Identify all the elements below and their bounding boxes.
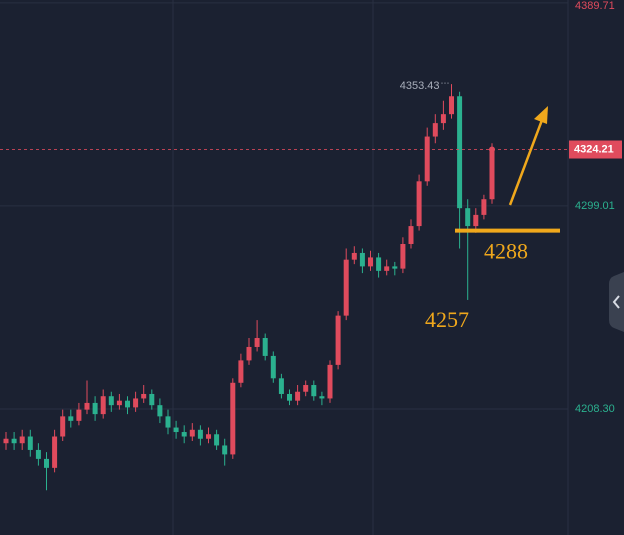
- candle-body: [84, 402, 90, 410]
- current-price-dot: [489, 146, 495, 153]
- y-tick-label: 4389.71: [575, 0, 615, 12]
- candle-body: [457, 96, 463, 209]
- candle-body: [27, 436, 33, 450]
- candle-body: [141, 393, 147, 399]
- candle-body: [230, 382, 236, 455]
- candle-body: [76, 409, 82, 421]
- candle-body: [149, 393, 155, 406]
- candle-body: [214, 434, 220, 446]
- candle-body: [133, 398, 139, 408]
- candle-body: [278, 378, 284, 394]
- candle-body: [311, 385, 317, 397]
- candle-body: [181, 432, 187, 437]
- candle-body: [60, 416, 66, 437]
- candle-body: [359, 252, 365, 267]
- candle-body: [157, 405, 163, 417]
- candle-body: [116, 400, 122, 406]
- candle-body: [424, 136, 430, 182]
- candle-body: [368, 257, 373, 267]
- candle-body: [262, 338, 268, 356]
- candle-body: [335, 315, 341, 365]
- candle-body: [189, 429, 195, 437]
- current-price-box: [569, 140, 622, 159]
- trend-arrow-head: [534, 106, 548, 124]
- candle-body: [52, 436, 58, 468]
- candle-body: [19, 436, 25, 444]
- candle-body: [295, 391, 301, 401]
- y-tick-label: 4208.30: [575, 403, 615, 415]
- candle-body: [11, 438, 17, 444]
- trend-arrow: [508, 119, 544, 206]
- candle-body: [351, 252, 357, 260]
- candle-body: [481, 199, 487, 215]
- annotation-text: 4257: [425, 307, 469, 332]
- candle-body: [222, 445, 228, 455]
- annotation-text: 4288: [484, 239, 528, 264]
- candle-body: [197, 429, 203, 439]
- candle-body: [449, 96, 454, 115]
- candle-body: [416, 181, 422, 227]
- candle-body: [125, 400, 130, 408]
- candle-body: [100, 396, 106, 415]
- candle-body: [376, 257, 382, 271]
- candle-body: [465, 208, 471, 227]
- candle-body: [165, 416, 171, 428]
- candle-body: [270, 355, 276, 379]
- candle-body: [44, 458, 49, 468]
- candle-body: [384, 266, 390, 271]
- candle-body: [92, 402, 98, 415]
- side-tab-icon[interactable]: [612, 295, 620, 309]
- candle-body: [206, 434, 211, 439]
- candle-body: [303, 385, 309, 392]
- candle-body: [173, 427, 179, 433]
- candle-body: [35, 449, 41, 459]
- candle-body: [68, 416, 74, 421]
- candle-body: [327, 364, 333, 399]
- side-tab[interactable]: [609, 272, 624, 332]
- current-price-label: 4324.21: [574, 143, 614, 155]
- candle-body: [489, 149, 495, 200]
- candle-body: [246, 346, 252, 361]
- candle-body: [392, 266, 398, 269]
- candle-body: [254, 338, 260, 347]
- candle-body: [473, 214, 479, 227]
- candle-body: [440, 114, 446, 124]
- candle-body: [287, 393, 292, 401]
- candle-body: [432, 123, 438, 137]
- overlay-layer: 4353.43 4324.21 4257 4288: [0, 80, 622, 332]
- candle-layer: [3, 84, 495, 491]
- candle-body: [3, 438, 9, 444]
- candle-body: [319, 396, 325, 399]
- high-label: 4353.43: [400, 80, 440, 92]
- candle-body: [238, 360, 244, 383]
- side-tab-bg[interactable]: [609, 272, 624, 332]
- candle-body: [400, 243, 406, 269]
- candle-body: [408, 226, 414, 244]
- candle-body: [343, 259, 349, 316]
- candle-body: [108, 396, 114, 406]
- y-tick-label: 4299.01: [575, 200, 615, 212]
